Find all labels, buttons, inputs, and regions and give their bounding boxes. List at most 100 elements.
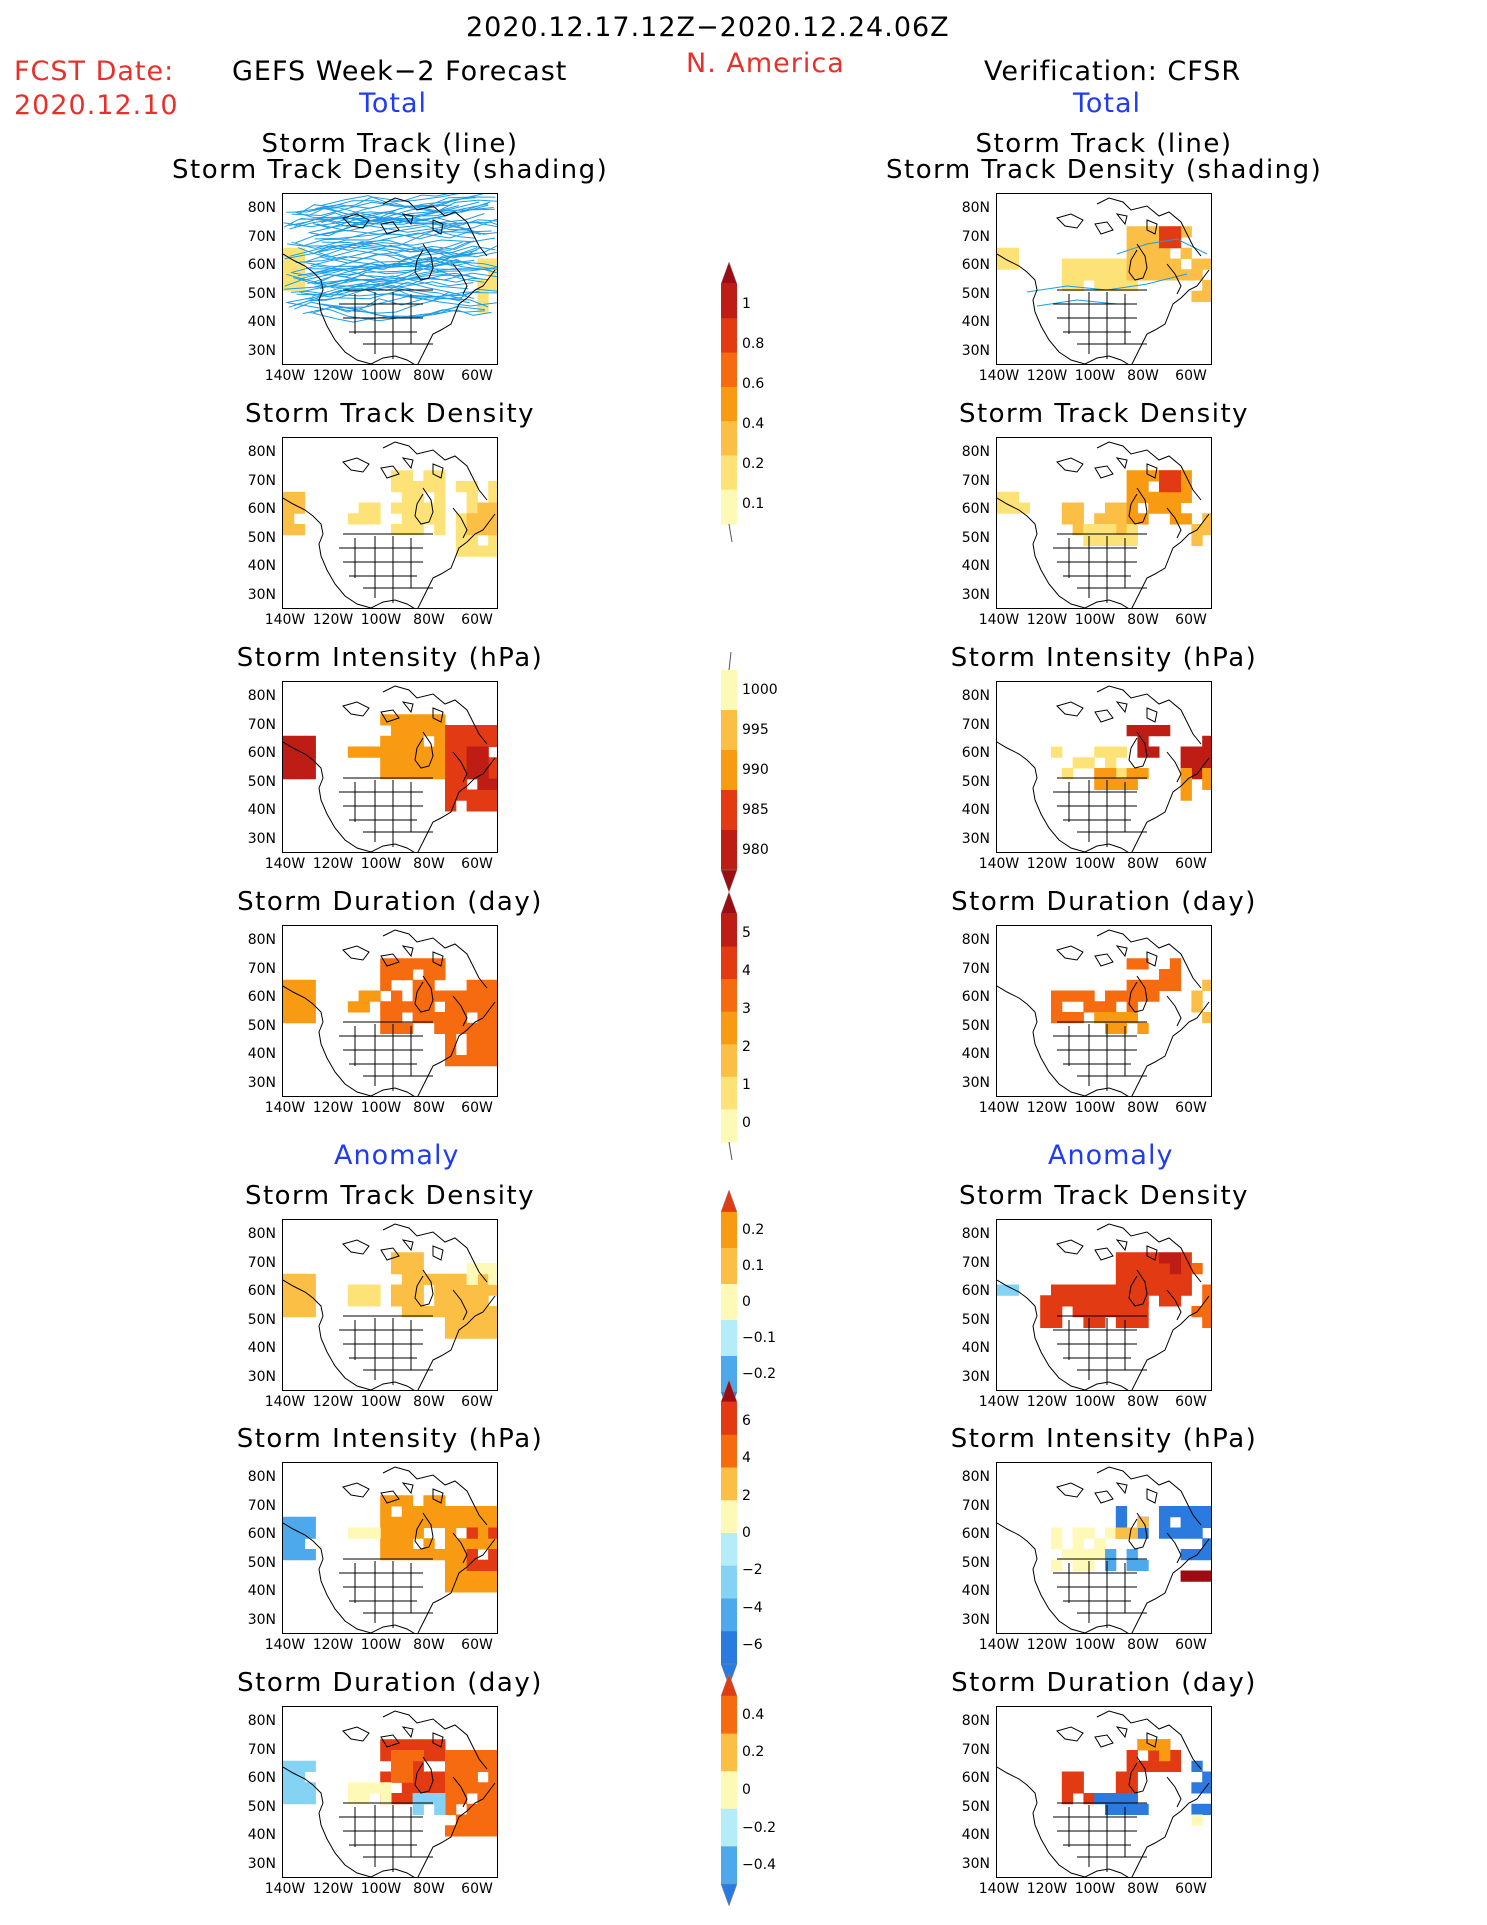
grid-cell xyxy=(380,969,392,981)
grid-cell xyxy=(466,1316,478,1328)
panel-title: Storm Track Density xyxy=(244,399,536,429)
coastline xyxy=(342,945,444,967)
grid-cell xyxy=(1126,990,1138,1002)
grid-cell xyxy=(1137,1284,1149,1296)
grid-cell xyxy=(1202,1803,1211,1815)
forecast-anomaly-label: Anomaly xyxy=(334,1140,460,1171)
grid-cell xyxy=(283,1012,295,1024)
lon-tick-label: 140W xyxy=(264,1100,306,1116)
grid-cell xyxy=(434,1495,446,1507)
lat-tick-label: 80N xyxy=(247,1469,276,1485)
coastline xyxy=(1128,243,1148,281)
grid-cell xyxy=(477,502,489,514)
grid-cell xyxy=(401,1295,414,1307)
grid-cell xyxy=(1051,1316,1063,1328)
lon-tick-label: 100W xyxy=(360,1637,402,1653)
lon-tick-label: 120W xyxy=(312,1394,354,1410)
colorbar-segment xyxy=(721,489,737,525)
colorbar-segment xyxy=(721,914,737,948)
grid-cell xyxy=(423,502,435,514)
storm-track-line xyxy=(294,203,489,227)
grid-cell xyxy=(283,1516,295,1528)
colorbar-segment xyxy=(721,1320,737,1357)
coastline xyxy=(342,1726,444,1748)
grid-cell xyxy=(1126,269,1138,281)
grid-cell xyxy=(1051,746,1063,758)
grid-cell xyxy=(1061,1284,1074,1296)
coastline xyxy=(452,751,468,783)
coastline xyxy=(370,1087,415,1096)
coastline xyxy=(1056,1482,1158,1504)
grid-cell xyxy=(488,1316,497,1328)
grid-cell xyxy=(401,1306,414,1318)
coastline xyxy=(1053,536,1147,603)
grid-cell xyxy=(401,1273,414,1285)
coastline xyxy=(452,263,468,295)
coastline xyxy=(417,513,496,608)
colorbar-label: 0 xyxy=(742,1294,751,1310)
panel-title: Storm Track (line) xyxy=(975,129,1233,159)
grid-cell xyxy=(434,1793,446,1805)
coastline xyxy=(1096,1466,1202,1526)
grid-cell xyxy=(1105,768,1117,780)
grid-cell xyxy=(1180,1506,1192,1518)
storm-track-line xyxy=(308,199,497,234)
grid-cell xyxy=(412,979,424,991)
grid-cell xyxy=(283,1538,295,1550)
coastline xyxy=(342,457,444,479)
grid-cell xyxy=(293,258,306,270)
grid-cell xyxy=(1115,280,1128,292)
coastline xyxy=(417,1782,496,1877)
grid-cell xyxy=(488,1825,497,1837)
grid-cell xyxy=(466,1327,478,1339)
lat-tick-label: 60N xyxy=(247,745,276,761)
lat-tick-label: 30N xyxy=(961,1074,990,1091)
grid-cell xyxy=(488,1527,497,1539)
colorbar-top-arrow xyxy=(720,1674,738,1697)
grid-cell xyxy=(455,1549,468,1561)
grid-cell xyxy=(1126,258,1138,270)
grid-cell xyxy=(488,1782,497,1794)
grid-cell xyxy=(477,1001,489,1013)
grid-cell xyxy=(401,1527,414,1539)
grid-cell xyxy=(293,746,306,758)
grid-cell xyxy=(1115,1793,1128,1805)
grid-cell xyxy=(391,1793,403,1805)
grid-cell xyxy=(1191,290,1203,302)
grid-cell xyxy=(488,1581,497,1593)
lat-tick-label: 60N xyxy=(961,1283,990,1299)
lat-tick-label: 70N xyxy=(961,716,990,733)
grid-cell xyxy=(1105,1001,1117,1013)
grid-cell xyxy=(445,768,457,780)
grid-cell xyxy=(1094,1306,1106,1318)
grid-cell xyxy=(412,1295,424,1307)
grid-cell xyxy=(477,1782,489,1794)
grid-cell xyxy=(423,1739,435,1751)
coastline xyxy=(382,197,488,257)
grid-cell xyxy=(304,1012,316,1024)
lon-tick-label: 140W xyxy=(264,368,306,384)
grid-cell xyxy=(293,491,306,503)
grid-cell xyxy=(1180,778,1192,790)
lat-tick-label: 50N xyxy=(247,773,276,790)
grid-cell xyxy=(1180,789,1192,801)
grid-cell xyxy=(445,1581,457,1593)
lat-tick-label: 40N xyxy=(961,1583,990,1599)
grid-cell xyxy=(488,1771,497,1783)
coastline xyxy=(417,1295,496,1390)
lon-tick-label: 140W xyxy=(978,1637,1020,1653)
coastline xyxy=(997,497,1086,608)
grid-cell xyxy=(358,1782,370,1794)
grid-cell xyxy=(1094,513,1106,525)
grid-cell xyxy=(283,247,295,259)
coastline xyxy=(370,1381,415,1390)
coastline xyxy=(1084,1087,1129,1096)
grid-cell xyxy=(391,990,403,1002)
grid-cell xyxy=(1191,269,1203,281)
colorbar-segment xyxy=(721,1733,737,1772)
grid-cell xyxy=(412,1263,424,1275)
grid-cell xyxy=(1051,1001,1063,1013)
lat-tick-label: 50N xyxy=(961,1554,990,1571)
grid-cell xyxy=(391,524,403,536)
grid-cell xyxy=(1137,1739,1149,1751)
